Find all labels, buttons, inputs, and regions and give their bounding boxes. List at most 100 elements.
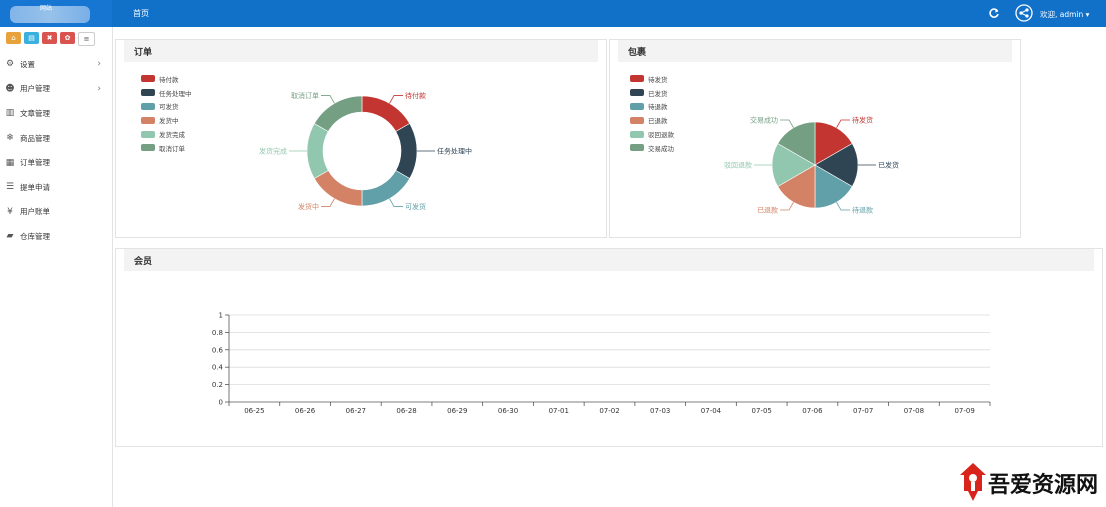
- legend-item[interactable]: 已退款: [630, 113, 674, 127]
- legend-label: 取消订单: [159, 144, 185, 153]
- menu-icon: ☰: [5, 182, 15, 193]
- settings-icon: ✿: [64, 34, 71, 42]
- x-tick-label: 07-08: [904, 407, 924, 415]
- x-tick-label: 07-04: [701, 407, 722, 415]
- pie-slice[interactable]: [814, 164, 853, 209]
- legend-item[interactable]: 待发货: [630, 72, 674, 86]
- trash-quick-button[interactable]: ✖: [42, 32, 57, 44]
- legend-label: 可发货: [159, 103, 179, 112]
- pie-label-line: [389, 198, 403, 207]
- pie-slice-label: 任务处理中: [437, 147, 472, 156]
- breadcrumb-home[interactable]: 首页: [133, 9, 149, 18]
- sidebar-item-label: 用户账单: [20, 207, 50, 217]
- pie-slice[interactable]: [306, 123, 329, 179]
- pie-slice-label: 已发货: [878, 161, 899, 170]
- legend-item[interactable]: 待付款: [141, 72, 192, 86]
- gear-icon: ⚙: [5, 59, 15, 70]
- x-tick-label: 06-26: [295, 407, 316, 415]
- y-tick-label: 0: [219, 399, 223, 407]
- packages-panel-title: 包裹: [628, 48, 647, 58]
- legend-item[interactable]: 任务处理中: [141, 86, 192, 100]
- sidebar-item-1[interactable]: ☻ 用户管理 ›: [0, 77, 112, 102]
- legend-item[interactable]: 可发货: [141, 100, 192, 114]
- pie-slice-label: 交易成功: [750, 115, 778, 124]
- legend-label: 待发货: [648, 75, 668, 84]
- sidebar-item-3[interactable]: ❄ 商品管理: [0, 126, 112, 151]
- file-icon: ▤: [28, 34, 35, 42]
- legend-item[interactable]: 待退款: [630, 100, 674, 114]
- sidebar-item-7[interactable]: ▰ 仓库管理: [0, 224, 112, 249]
- pie-slice-label: 可发货: [405, 202, 426, 211]
- logo-image: [10, 6, 90, 23]
- legend-swatch: [141, 130, 155, 138]
- sidebar-item-4[interactable]: ▦ 订单管理: [0, 150, 112, 175]
- legend-label: 已发货: [648, 89, 668, 98]
- sidebar-item-0[interactable]: ⚙ 设置 ›: [0, 52, 112, 77]
- home-quick-button[interactable]: ⌂: [6, 32, 21, 44]
- legend-item[interactable]: 已发货: [630, 86, 674, 100]
- sidebar-item-label: 仓库管理: [20, 231, 50, 241]
- x-tick-label: 07-01: [549, 407, 569, 415]
- truck-icon: ▰: [6, 231, 14, 242]
- pie-slice-label: 已退款: [757, 206, 778, 215]
- chevron-right-icon: ›: [97, 83, 101, 94]
- x-tick-label: 06-25: [244, 407, 264, 415]
- pie-label-line: [389, 95, 403, 104]
- user-avatar-icon[interactable]: [1015, 4, 1033, 22]
- pie-slice[interactable]: [313, 170, 363, 207]
- orders-legend: 待付款任务处理中可发货 发货中发货完成取消订单: [141, 72, 192, 155]
- x-tick-label: 06-28: [396, 407, 416, 415]
- refresh-icon[interactable]: [988, 7, 1000, 19]
- y-tick-label: 0.4: [212, 364, 224, 372]
- pie-slice[interactable]: [814, 121, 853, 166]
- pie-slice[interactable]: [361, 170, 411, 207]
- orders-panel-header: 订单: [124, 40, 598, 62]
- chevron-right-icon: ›: [97, 59, 101, 69]
- legend-swatch: [141, 89, 155, 97]
- pie-slice[interactable]: [777, 164, 816, 209]
- pie-slice[interactable]: [771, 143, 816, 187]
- sidebar-item-6[interactable]: ¥ 用户账单: [0, 200, 112, 225]
- legend-label: 任务处理中: [159, 89, 192, 98]
- list-quick-button[interactable]: ≡: [78, 32, 95, 46]
- pie-slice[interactable]: [313, 95, 363, 132]
- legend-item[interactable]: 交易成功: [630, 141, 674, 155]
- sidebar-item-5[interactable]: ☰ 提单申请: [0, 175, 112, 200]
- legend-item[interactable]: 发货中: [141, 113, 192, 127]
- sidebar-item-label: 订单管理: [20, 158, 50, 168]
- legend-label: 待付款: [159, 75, 179, 84]
- packages-panel: 包裹 待发货 已发货 待退款 已退款 驳回退款 交易成功 待发货 已发货 待退款 已退款 驳回退款…: [609, 39, 1021, 238]
- logo-area[interactable]: 网站: [0, 0, 112, 27]
- sidebar-item-label: 文章管理: [20, 108, 50, 118]
- pie-slice[interactable]: [361, 95, 411, 132]
- yen-icon: ¥: [7, 206, 13, 217]
- x-tick-label: 06-27: [346, 407, 366, 415]
- pie-slice[interactable]: [777, 121, 816, 166]
- pie-slice[interactable]: [395, 123, 418, 179]
- sidebar-item-2[interactable]: ▥ 文章管理: [0, 101, 112, 126]
- sidebar-item-label: 商品管理: [20, 133, 50, 143]
- pie-label-line: [780, 202, 794, 211]
- legend-label: 驳回退款: [648, 131, 674, 140]
- legend-item[interactable]: 取消订单: [141, 141, 192, 155]
- pie-slice-label: 发货完成: [259, 147, 287, 156]
- snowflake-icon: ❄: [6, 133, 14, 144]
- y-tick-label: 1: [219, 312, 223, 320]
- legend-swatch: [141, 116, 155, 124]
- legend-label: 发货完成: [159, 131, 185, 140]
- pie-slice-label: 待发货: [852, 115, 873, 124]
- legend-item[interactable]: 驳回退款: [630, 127, 674, 141]
- file-quick-button[interactable]: ▤: [24, 32, 39, 44]
- legend-swatch: [630, 89, 644, 97]
- pie-slice-label: 待付款: [405, 91, 426, 100]
- legend-item[interactable]: 发货完成: [141, 127, 192, 141]
- user-menu[interactable]: 欢迎, admin ▾: [1040, 10, 1090, 19]
- x-tick-label: 07-02: [599, 407, 619, 415]
- users-icon: ☻: [5, 83, 15, 94]
- watermark: 吾爱资源网: [958, 461, 1104, 503]
- settings-quick-button[interactable]: ✿: [60, 32, 75, 44]
- pie-slice[interactable]: [814, 143, 859, 187]
- orders-panel: 订单 待付款 任务处理中 可发货 发货中 发货完成 取消订单 待付款 任务处理中 可发货 发货中…: [115, 39, 607, 238]
- trash-icon: ✖: [46, 34, 53, 42]
